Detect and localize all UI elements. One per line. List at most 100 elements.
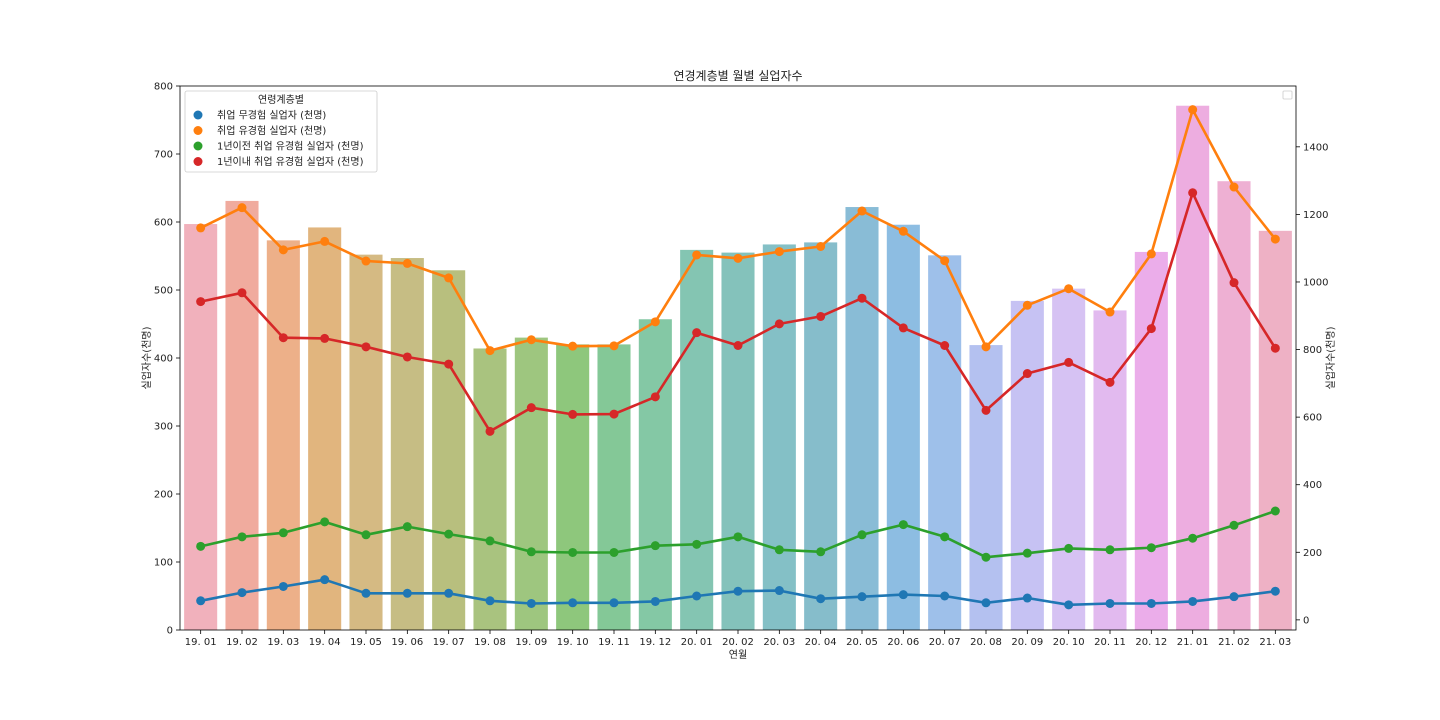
series-0-point-24 <box>1188 596 1198 606</box>
series-0-point-26 <box>1270 586 1280 596</box>
series-1-point-25 <box>1229 182 1239 192</box>
series-0-point-21 <box>1064 600 1074 610</box>
x-tick-label-0: 19. 01 <box>185 637 217 648</box>
series-3-point-22 <box>1105 377 1115 387</box>
legend-marker-0 <box>193 110 203 120</box>
series-2-point-0 <box>196 541 206 551</box>
x-tick-label-1: 19. 02 <box>226 637 258 648</box>
left-y-tick-label-7: 700 <box>154 150 173 161</box>
x-axis-label: 연월 <box>729 649 747 661</box>
series-0-point-6 <box>444 588 454 598</box>
legend-items: 취업 무경험 실업자 (천명) 취업 유경험 실업자 (천명) 1년이전 취업 유경… <box>193 109 364 168</box>
x-tick-label-16: 20. 05 <box>846 637 878 648</box>
series-1-point-2 <box>278 245 288 255</box>
series-3-point-15 <box>816 311 826 321</box>
series-0-point-7 <box>485 596 495 606</box>
series-2-point-8 <box>526 547 536 557</box>
left-y-tick-label-4: 400 <box>154 354 173 365</box>
series-1-point-26 <box>1270 234 1280 244</box>
bar-11 <box>638 319 672 630</box>
series-1-point-15 <box>816 241 826 251</box>
series-3-point-3 <box>320 333 330 343</box>
series-2-point-15 <box>816 547 826 557</box>
left-y-tick-label-5: 500 <box>154 286 173 297</box>
right-y-tick-label-0: 0 <box>1303 615 1309 626</box>
legend-marker-3 <box>193 157 203 166</box>
x-tick-label-21: 20. 10 <box>1053 637 1085 648</box>
series-2-point-20 <box>1022 548 1032 558</box>
series-2-point-19 <box>981 552 991 562</box>
bar-14 <box>762 244 796 630</box>
bar-25 <box>1217 181 1251 630</box>
left-y-tick-label-8: 800 <box>154 82 173 93</box>
series-0-point-1 <box>237 588 247 598</box>
x-tick-label-23: 20. 12 <box>1135 637 1167 648</box>
legend-marker-1 <box>193 126 203 135</box>
series-2-point-11 <box>650 541 660 551</box>
left-y-axis-label: 실업자수(천명) <box>140 326 153 389</box>
series-0-point-12 <box>692 591 702 601</box>
series-2-point-2 <box>278 528 288 538</box>
x-tick-label-22: 20. 11 <box>1094 637 1126 648</box>
legend-label-1: 취업 유경험 실업자 (천명) <box>217 124 326 137</box>
bar-26 <box>1258 230 1292 630</box>
chart-title: 연경계층별 월별 실업자수 <box>673 69 802 83</box>
series-0-point-20 <box>1022 593 1032 603</box>
bar-19 <box>969 345 1003 630</box>
bar-16 <box>845 207 879 631</box>
series-1-point-20 <box>1022 300 1032 310</box>
series-2-point-21 <box>1064 543 1074 553</box>
series-1-point-0 <box>196 223 206 233</box>
lines-layer <box>196 105 1280 610</box>
legend-label-0: 취업 무경험 실업자 (천명) <box>217 109 326 122</box>
series-1-point-6 <box>444 273 454 283</box>
series-0-point-11 <box>650 596 660 606</box>
series-3-point-20 <box>1022 369 1032 379</box>
series-3-point-1 <box>237 288 247 298</box>
x-tick-label-2: 19. 03 <box>267 637 299 648</box>
series-2-point-9 <box>568 547 578 557</box>
series-0-point-16 <box>857 592 867 602</box>
series-1-point-23 <box>1146 249 1156 259</box>
series-3-point-18 <box>940 340 950 350</box>
series-0-point-8 <box>526 598 536 608</box>
series-1-point-16 <box>857 206 867 216</box>
series-1-point-18 <box>940 256 950 266</box>
series-2-point-16 <box>857 530 867 540</box>
bar-8 <box>514 337 548 630</box>
series-3-point-24 <box>1188 188 1198 198</box>
series-3-point-2 <box>278 333 288 343</box>
series-3-point-7 <box>485 426 495 436</box>
x-tick-label-18: 20. 07 <box>929 637 961 648</box>
series-0-point-2 <box>278 581 288 591</box>
bar-13 <box>721 252 755 630</box>
series-1-point-10 <box>609 341 619 351</box>
left-y-axis: 0 100 200 300 400 500 600 700 800 <box>154 82 180 637</box>
series-1-point-9 <box>568 341 578 351</box>
left-y-tick-label-0: 0 <box>167 626 173 637</box>
bar-20 <box>1010 300 1044 630</box>
series-3-point-10 <box>609 409 619 419</box>
series-2-point-17 <box>898 520 908 530</box>
x-tick-label-3: 19. 04 <box>309 637 341 648</box>
series-2-point-7 <box>485 536 495 546</box>
series-3-point-25 <box>1229 278 1239 288</box>
series-2-point-26 <box>1270 506 1280 516</box>
legend: 연령계층별 취업 무경험 실업자 (천명) 취업 유경험 실업자 (천명) 1년이전… <box>184 90 378 173</box>
x-tick-label-9: 19. 10 <box>557 637 589 648</box>
series-2-point-22 <box>1105 545 1115 555</box>
x-tick-label-10: 19. 11 <box>598 637 630 648</box>
legend-box <box>184 90 378 173</box>
x-tick-label-7: 19. 08 <box>474 637 506 648</box>
series-0-point-4 <box>361 588 371 598</box>
series-1-point-21 <box>1064 284 1074 294</box>
series-0-point-19 <box>981 598 991 608</box>
bar-21 <box>1052 288 1086 630</box>
bar-17 <box>886 224 920 630</box>
series-0-point-15 <box>816 594 826 604</box>
x-tick-label-24: 21. 01 <box>1177 637 1209 648</box>
series-1-point-14 <box>774 247 784 257</box>
series-2-point-25 <box>1229 520 1239 530</box>
x-tick-label-8: 19. 09 <box>515 637 547 648</box>
series-3-point-13 <box>733 340 743 350</box>
